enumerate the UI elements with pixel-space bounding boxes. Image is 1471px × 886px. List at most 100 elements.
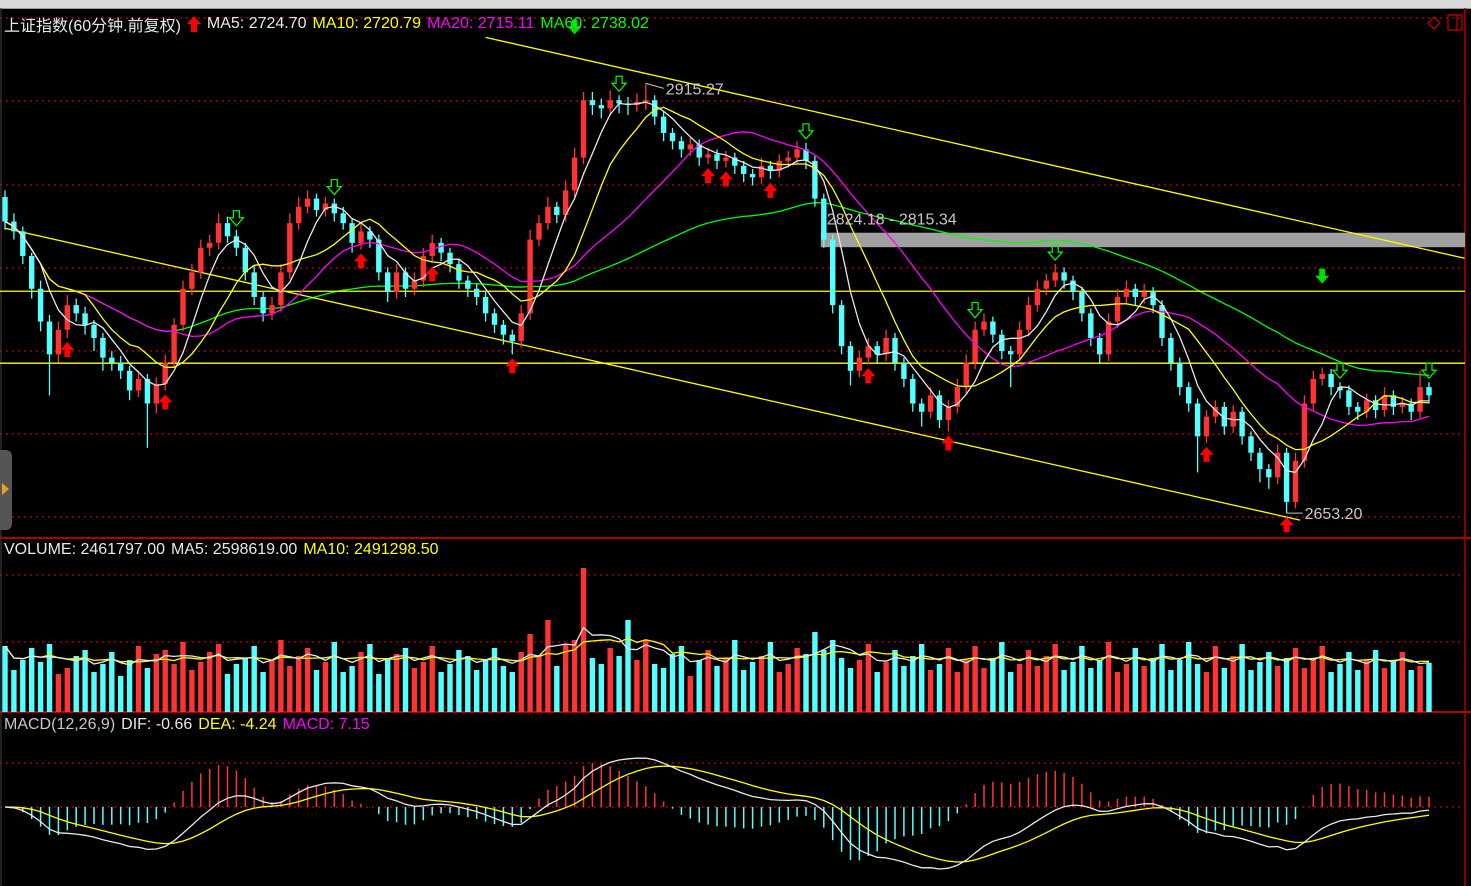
volume-bar <box>224 674 231 712</box>
volume-bar <box>705 650 711 712</box>
candle <box>82 306 88 335</box>
volume-bar <box>135 646 142 712</box>
volume-bar <box>687 676 693 712</box>
chart-title: 上证指数(60分钟.前复权) <box>4 18 181 35</box>
volume-bar <box>144 668 151 712</box>
candle <box>1034 280 1041 312</box>
candle-body <box>278 272 284 306</box>
candle-body <box>385 272 391 293</box>
volume-bar <box>838 658 845 712</box>
candle <box>821 193 827 248</box>
volume-bar <box>1150 658 1156 712</box>
volume-bar <box>607 648 613 712</box>
candle <box>1328 369 1334 396</box>
volume-bar <box>758 656 765 712</box>
candle <box>669 128 676 150</box>
candle <box>1292 452 1299 509</box>
candle-body <box>1319 374 1325 379</box>
price-band <box>820 232 1465 248</box>
candle <box>162 354 168 391</box>
candle-body <box>465 280 471 289</box>
volume-bar <box>376 674 382 712</box>
candle <box>1070 275 1076 301</box>
candle-body <box>1070 280 1076 293</box>
volume-bar <box>100 664 106 712</box>
candle <box>189 264 195 296</box>
volume-bar <box>322 662 329 712</box>
candle-body <box>1105 321 1112 355</box>
candle-body <box>919 403 925 412</box>
buy-signal-arrow <box>701 168 716 184</box>
candle-body <box>1186 387 1192 404</box>
candle <box>1168 333 1174 371</box>
window-top-bar <box>0 0 1471 9</box>
trend-line <box>485 36 1465 259</box>
candle <box>420 247 426 288</box>
candle <box>954 378 960 414</box>
candle <box>741 160 747 183</box>
volume-bar <box>456 650 462 712</box>
volume-bar <box>1061 670 1067 712</box>
volume-bar <box>198 662 204 712</box>
ma5-line <box>4 101 1429 474</box>
candle-body <box>198 247 204 273</box>
volume-bar <box>153 654 159 712</box>
volume-bar <box>794 648 800 712</box>
volume-bar <box>1186 642 1192 712</box>
candle-body <box>411 280 418 289</box>
candle-body <box>296 206 302 224</box>
candle-body <box>447 252 453 265</box>
volume-bar <box>1221 668 1227 712</box>
candle-body <box>126 370 133 391</box>
candle-body <box>358 231 364 243</box>
volume-bar <box>927 670 934 712</box>
volume-bar <box>1034 666 1041 712</box>
candle-body <box>856 357 863 371</box>
candle <box>465 275 471 297</box>
candle <box>278 264 284 312</box>
side-panel-toggle[interactable] <box>0 450 12 530</box>
candle-body <box>758 165 765 178</box>
red-up-arrow-icon <box>186 16 201 32</box>
volume-bar <box>1212 646 1219 712</box>
ma20-value: MA20: 2715.11 <box>427 15 535 32</box>
candle-body <box>1426 387 1432 396</box>
volume-bar <box>1168 670 1174 712</box>
volume-bar <box>616 656 622 712</box>
candle <box>847 341 854 386</box>
ma10-line <box>4 106 1430 451</box>
candle-body <box>367 231 373 240</box>
split-window-icon[interactable] <box>1447 14 1463 31</box>
volume-bar <box>1390 662 1397 712</box>
candle-body <box>1025 305 1032 330</box>
candle-body <box>1346 390 1352 407</box>
ma60-line <box>4 202 1430 376</box>
candle <box>1043 274 1049 296</box>
candle <box>207 234 213 256</box>
volume-bar <box>554 666 560 712</box>
candle-body <box>322 203 329 211</box>
candle-body <box>340 213 346 224</box>
candle <box>2 190 8 230</box>
volume-bar <box>625 620 631 712</box>
diamond-icon[interactable] <box>1427 15 1441 30</box>
volume-bar <box>714 666 720 712</box>
candle <box>963 354 969 394</box>
candle <box>580 91 587 165</box>
volume-bar <box>1114 672 1121 712</box>
volume-bar <box>1132 648 1138 712</box>
candle <box>447 247 453 273</box>
candle <box>1372 395 1379 419</box>
candle <box>296 196 302 230</box>
volume-value: VOLUME: 2461797.00 <box>4 541 165 558</box>
candle-body <box>518 313 524 342</box>
candle-body <box>1355 406 1361 412</box>
candle-body <box>224 223 231 237</box>
candle <box>331 198 337 222</box>
candle-body <box>1310 378 1316 404</box>
candle <box>224 216 231 243</box>
candle-body <box>1417 387 1423 412</box>
buy-signal-arrow <box>941 435 956 451</box>
candle-body <box>1283 452 1290 502</box>
